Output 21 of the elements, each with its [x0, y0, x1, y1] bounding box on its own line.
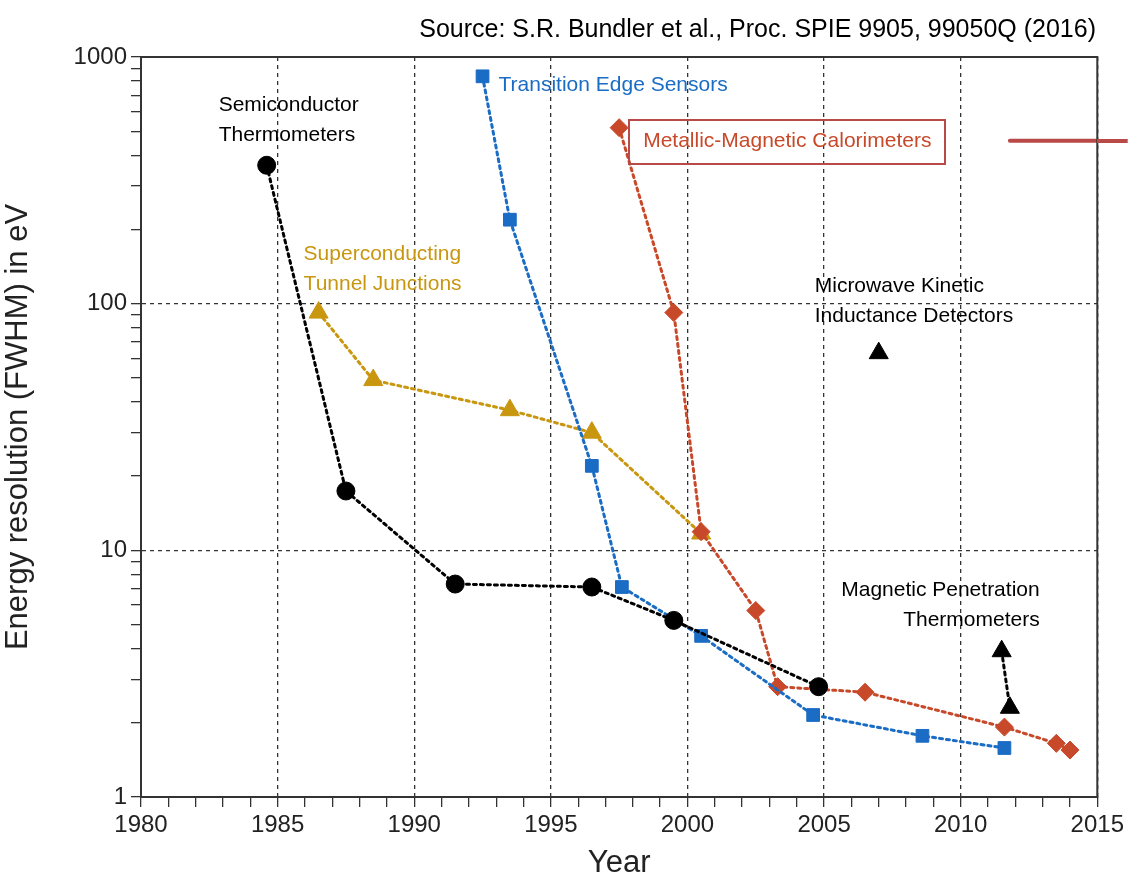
x-tick-label: 1980: [114, 810, 168, 838]
y-axis-title: Energy resolution (FWHM) in eV: [0, 203, 35, 651]
series-label: Metallic-Magnetic Calorimeters: [643, 128, 932, 152]
x-tick-label: 2010: [933, 810, 988, 838]
x-tick-label: 1985: [250, 810, 305, 838]
x-tick-label: 1995: [524, 810, 578, 838]
series-label: Magnetic Penetration Thermometers: [841, 577, 1040, 630]
source-note: Source: S.R. Bundler et al., Proc. SPIE 9905, 99050Q (2016): [419, 14, 1096, 43]
series-label: Superconducting Tunnel Junctions: [303, 241, 462, 295]
x-tick-label: 2005: [797, 810, 851, 838]
y-tick-label: 1000: [73, 41, 127, 69]
series-label: Transition Edge Sensors: [498, 72, 728, 96]
y-tick-label: 10: [100, 534, 127, 562]
y-tick-label: 1: [113, 781, 127, 809]
x-tick-label: 2000: [660, 810, 715, 838]
x-tick-label: 2015: [1070, 810, 1124, 838]
x-tick-label: 1990: [387, 810, 441, 838]
text: Semiconductor Thermometers: [218, 92, 359, 146]
text: Microwave Kinetic Inductance Detectors: [814, 272, 1014, 326]
y-tick-label: 100: [86, 288, 127, 316]
x-axis-title: Year: [587, 843, 651, 879]
